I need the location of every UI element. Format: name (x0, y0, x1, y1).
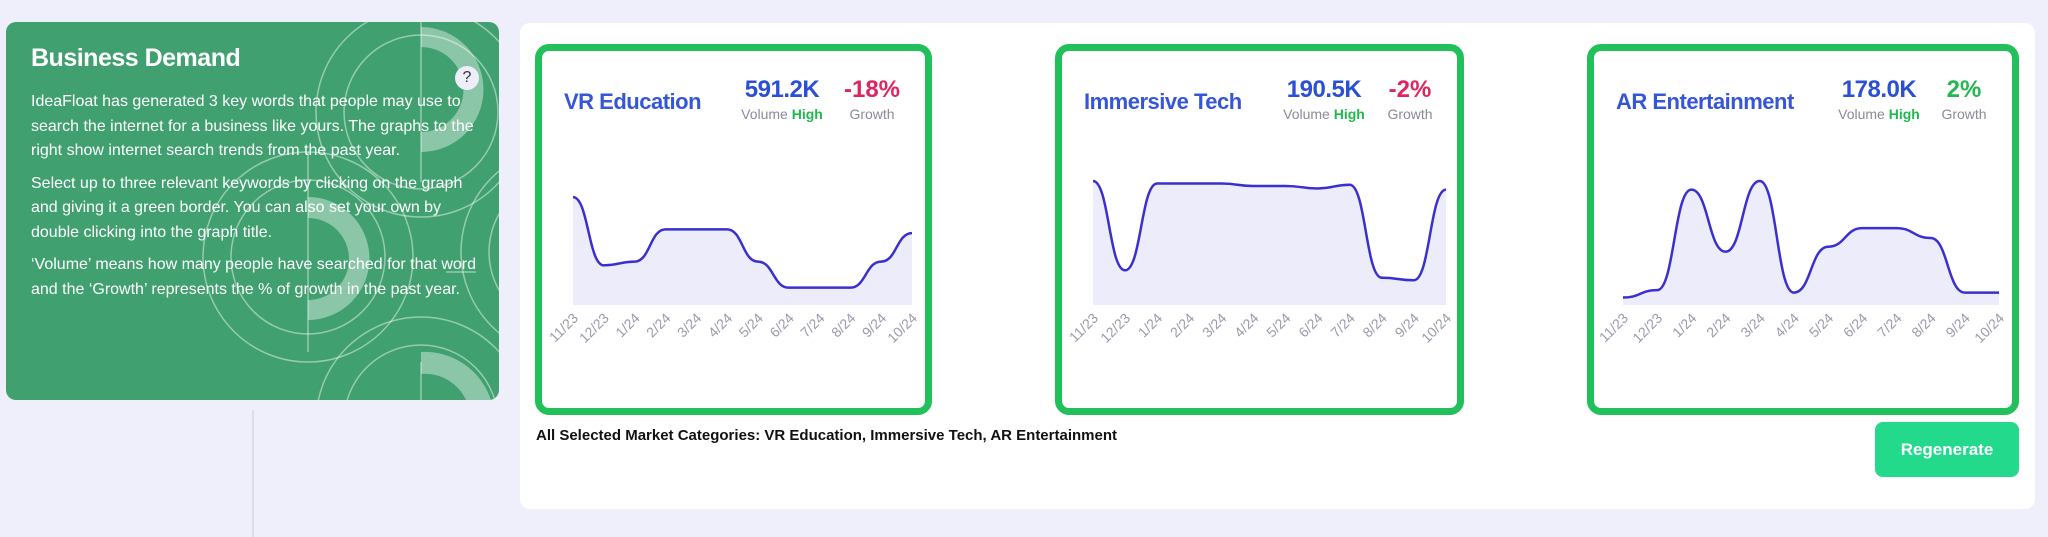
description-paragraph: IdeaFloat has generated 3 key words that… (31, 93, 474, 159)
volume-level: High (791, 106, 823, 122)
growth-value: -18% (843, 76, 901, 103)
x-tick-label: 3/24 (674, 310, 705, 341)
x-tick-label: 5/24 (735, 310, 766, 341)
growth-label: Growth (849, 106, 895, 122)
volume-label: Volume (1283, 106, 1330, 122)
keyword-title[interactable]: VR Education (564, 89, 702, 114)
trend-area (573, 197, 912, 305)
keyword-title[interactable]: AR Entertainment (1616, 89, 1794, 114)
volume-stat: 190.5K Volume High (1283, 76, 1365, 122)
volume-label: Volume (741, 106, 788, 122)
volume-value: 178.0K (1841, 76, 1917, 103)
description: IdeaFloat has generated 3 key words that… (31, 90, 486, 310)
volume-stat: 178.0K Volume High (1838, 76, 1920, 122)
x-tick-label: 1/24 (1135, 310, 1166, 341)
trend-line (1092, 179, 1447, 282)
growth-stat: -18% Growth (844, 76, 900, 122)
growth-value: -2% (1388, 76, 1432, 103)
x-tick-label: 5/24 (1806, 310, 1837, 341)
trend-area (1093, 181, 1446, 305)
x-tick-label: 6/24 (1840, 310, 1871, 341)
x-tick-label: 5/24 (1263, 310, 1294, 341)
x-tick-label: 11/23 (1596, 310, 1632, 346)
volume-level: High (1333, 106, 1365, 122)
x-tick-label: 12/23 (1629, 310, 1665, 346)
growth-label: Growth (1387, 106, 1433, 122)
x-tick-label: 2/24 (1167, 310, 1198, 341)
business-demand-card: Business Demand ? IdeaFloat has generate… (6, 22, 499, 400)
divider (252, 410, 254, 537)
x-tick-label: 11/23 (1066, 310, 1102, 346)
description-paragraph: Select up to three relevant keywords by … (31, 174, 463, 241)
help-icon[interactable]: ? (455, 66, 479, 90)
x-tick-label: 4/24 (705, 310, 736, 341)
x-tick-label: 7/24 (797, 310, 828, 341)
trend-line (1622, 179, 1999, 299)
volume-value: 591.2K (744, 76, 820, 103)
card-title: Business Demand (31, 44, 241, 72)
x-tick-label: 12/23 (576, 310, 612, 346)
volume-label: Volume (1838, 106, 1885, 122)
keyword-card-immersive-tech[interactable]: Immersive Tech 190.5K Volume High -2% Gr… (1055, 44, 1464, 415)
x-tick-label: 6/24 (766, 310, 797, 341)
x-tick-label: 11/23 (546, 310, 582, 346)
keyword-card-ar-entertainment[interactable]: AR Entertainment 178.0K Volume High 2% G… (1587, 44, 2019, 415)
x-tick-label: 7/24 (1874, 310, 1905, 341)
volume-value: 190.5K (1286, 76, 1362, 103)
x-tick-label: 7/24 (1327, 310, 1358, 341)
keyword-card-vr-education[interactable]: VR Education 591.2K Volume High -18% Gro… (535, 44, 932, 415)
growth-value: 2% (1946, 76, 1982, 103)
x-tick-label: 2/24 (643, 310, 674, 341)
x-tick-label: 4/24 (1231, 310, 1262, 341)
volume-stat: 591.2K Volume High (741, 76, 823, 122)
x-tick-label: 10/24 (884, 310, 920, 346)
growth-label: Growth (1941, 106, 1987, 122)
x-tick-label: 10/24 (1971, 310, 2007, 346)
x-tick-label: 1/24 (612, 310, 643, 341)
trend-area (1623, 181, 1999, 305)
x-tick-label: 8/24 (1359, 310, 1390, 341)
growth-stat: -2% Growth (1387, 76, 1432, 122)
x-tick-label: 3/24 (1737, 310, 1768, 341)
keyword-title[interactable]: Immersive Tech (1084, 89, 1242, 114)
x-tick-label: 3/24 (1199, 310, 1230, 341)
x-tick-label: 12/23 (1097, 310, 1133, 346)
description-paragraph: ‘Volume’ means how many people have sear… (31, 256, 476, 298)
x-tick-label: 9/24 (1942, 310, 1973, 341)
volume-level: High (1888, 106, 1920, 122)
x-tick-label: 9/24 (1391, 310, 1422, 341)
growth-stat: 2% Growth (1941, 76, 1986, 122)
x-tick-label: 4/24 (1771, 310, 1802, 341)
decorative-circles (202, 22, 499, 400)
x-tick-label: 8/24 (828, 310, 859, 341)
selected-categories: All Selected Market Categories: VR Educa… (536, 427, 1117, 444)
regenerate-button[interactable]: Regenerate (1875, 422, 2019, 477)
x-tick-label: 8/24 (1908, 310, 1939, 341)
x-tick-label: 10/24 (1418, 310, 1454, 346)
x-tick-label: 1/24 (1669, 310, 1700, 341)
x-tick-label: 6/24 (1295, 310, 1326, 341)
x-tick-label: 2/24 (1703, 310, 1734, 341)
trend-line (572, 195, 913, 289)
